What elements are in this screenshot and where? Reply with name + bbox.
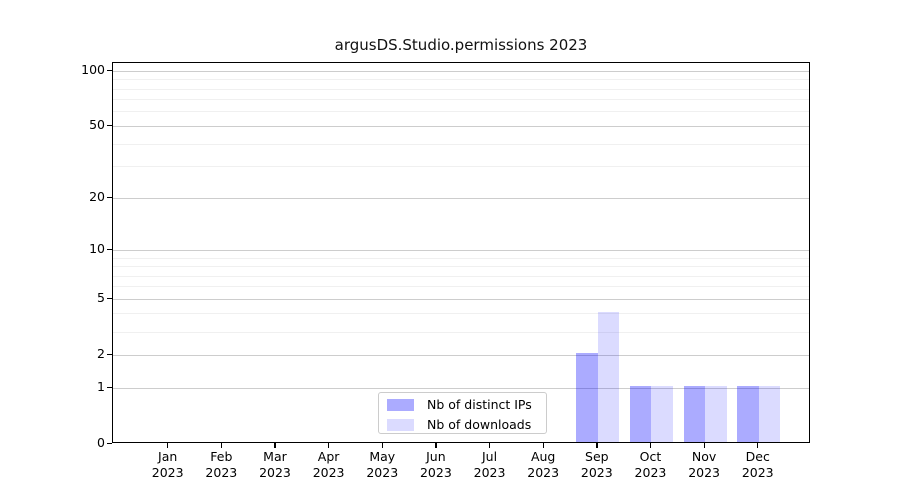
bar-nov-downloads <box>705 386 727 442</box>
x-tick-mark <box>381 443 383 448</box>
y-tick-mark <box>107 353 112 355</box>
x-tick-mark <box>542 443 544 448</box>
x-tick-mark <box>649 443 652 448</box>
x-tick-label-year: 2023 <box>741 464 774 480</box>
minor-gridline <box>113 111 809 113</box>
legend-item-downloads: Nb of downloads <box>379 416 546 433</box>
y-tick-label: 20 <box>89 189 105 205</box>
x-tick-mark <box>274 443 276 448</box>
minor-gridline <box>113 166 809 168</box>
x-tick-mark <box>757 443 759 448</box>
x-tick-label: Mar 2023 <box>244 449 306 480</box>
minor-gridline <box>113 257 809 259</box>
minor-gridline <box>113 88 809 90</box>
bar-oct-distinct-ips <box>629 386 652 442</box>
legend-label-distinct-ips: Nb of distinct IPs <box>427 397 532 412</box>
y-tick-mark <box>107 386 112 388</box>
x-tick-mark <box>435 443 437 448</box>
bar-sep-downloads <box>597 312 620 442</box>
minor-gridline <box>113 286 809 288</box>
bar-sep-distinct-ips <box>576 353 598 442</box>
y-tick-label: 50 <box>89 117 105 133</box>
x-tick-label: Feb 2023 <box>190 449 252 480</box>
legend: Nb of distinct IPs Nb of downloads <box>378 392 547 434</box>
legend-label-downloads: Nb of downloads <box>427 417 532 432</box>
major-gridline <box>113 197 809 199</box>
minor-gridline <box>113 79 809 81</box>
y-tick-mark <box>107 69 112 71</box>
x-tick-label-year: 2023 <box>366 464 399 480</box>
minor-gridline <box>113 331 809 333</box>
x-tick-label-year: 2023 <box>580 464 613 480</box>
x-tick-label-year: 2023 <box>634 464 667 480</box>
x-tick-label: Jul 2023 <box>459 449 521 480</box>
y-tick-label: 5 <box>97 290 105 306</box>
minor-gridline <box>113 313 809 315</box>
x-tick-label-year: 2023 <box>688 464 720 480</box>
minor-gridline <box>113 275 809 277</box>
y-tick-label: 2 <box>97 346 105 362</box>
legend-swatch-downloads <box>387 418 414 431</box>
x-tick-label: Nov 2023 <box>673 449 735 480</box>
x-tick-label: May 2023 <box>351 449 413 480</box>
x-tick-label: Aug 2023 <box>512 449 574 480</box>
major-gridline <box>113 298 809 300</box>
x-tick-mark <box>703 443 705 448</box>
major-gridline <box>113 387 809 389</box>
y-tick-mark <box>107 124 112 127</box>
x-tick-label-year: 2023 <box>527 464 560 480</box>
minor-gridline <box>113 266 809 267</box>
minor-gridline <box>113 99 809 101</box>
x-tick-label-year: 2023 <box>259 464 291 480</box>
y-tick-mark <box>107 297 112 299</box>
x-tick-label: Dec 2023 <box>727 449 789 480</box>
x-tick-label-year: 2023 <box>312 464 345 480</box>
y-tick-mark <box>107 248 112 250</box>
x-tick-label: Jun 2023 <box>405 449 467 480</box>
major-gridline <box>113 70 809 72</box>
x-tick-label: Jan 2023 <box>137 449 199 480</box>
y-tick-label: 10 <box>89 241 105 257</box>
x-tick-mark <box>167 443 169 448</box>
x-tick-label: Oct 2023 <box>619 449 681 480</box>
bar-nov-distinct-ips <box>683 386 706 442</box>
y-tick-label: 1 <box>97 379 105 394</box>
x-tick-mark <box>596 443 598 448</box>
x-tick-label: Sep 2023 <box>566 449 628 480</box>
x-tick-mark <box>328 443 330 448</box>
x-tick-label-year: 2023 <box>419 464 452 480</box>
y-tick-label: 0 <box>97 435 105 450</box>
x-tick-label: Apr 2023 <box>298 449 360 480</box>
y-tick-label: 100 <box>81 62 105 78</box>
x-tick-label-year: 2023 <box>473 464 506 480</box>
chart-title: argusDS.Studio.permissions 2023 <box>334 36 588 54</box>
minor-gridline <box>113 143 809 145</box>
legend-item-distinct-ips: Nb of distinct IPs <box>379 396 546 413</box>
major-gridline <box>113 354 809 356</box>
major-gridline <box>113 125 809 127</box>
x-tick-label-year: 2023 <box>151 464 184 480</box>
bar-dec-distinct-ips <box>737 386 759 442</box>
legend-swatch-distinct-ips <box>387 398 414 411</box>
bar-oct-downloads <box>651 386 673 442</box>
x-tick-mark <box>489 443 491 448</box>
plot-area <box>112 62 810 443</box>
bar-dec-downloads <box>758 386 781 442</box>
x-tick-mark <box>220 443 223 448</box>
major-gridline <box>113 249 809 251</box>
y-tick-mark <box>107 196 112 198</box>
y-tick-mark <box>107 442 112 444</box>
x-tick-label-year: 2023 <box>205 464 238 480</box>
